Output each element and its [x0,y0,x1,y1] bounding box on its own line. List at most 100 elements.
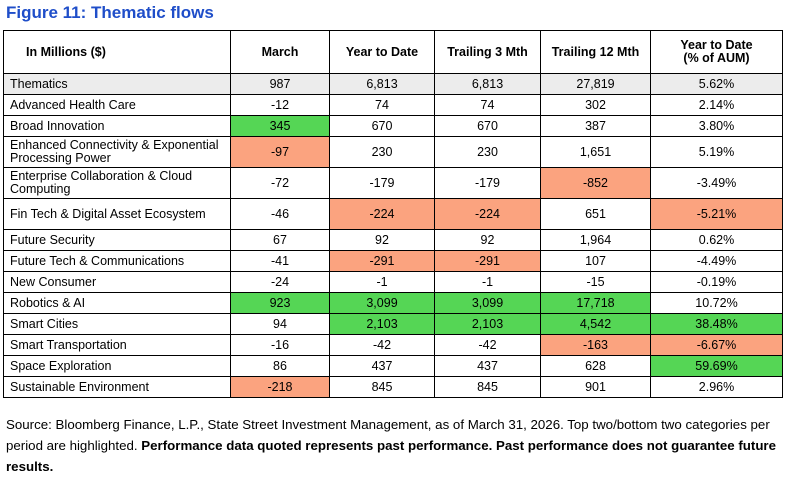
table-cell: 92 [434,229,541,251]
flows-table: In Millions ($) March Year to Date Trail… [3,30,783,398]
table-cell: 17,718 [540,292,651,314]
table-cell: 2,103 [434,313,541,335]
table-row: New Consumer -24 -1 -1 -15 -0.19% [3,271,783,293]
table-cell: 437 [434,355,541,377]
table-cell: 0.62% [650,229,783,251]
table-row: Enterprise Collaboration & Cloud Computi… [3,167,783,199]
table-cell: 987 [230,73,330,95]
table-row: Broad Innovation 345 670 670 387 3.80% [3,115,783,137]
table-cell: -852 [540,167,651,199]
row-label: Space Exploration [3,355,231,377]
row-label: Thematics [3,73,231,95]
table-cell: -12 [230,94,330,116]
table-cell: 74 [434,94,541,116]
row-label: Robotics & AI [3,292,231,314]
table-row: Robotics & AI 923 3,099 3,099 17,718 10.72% [3,292,783,314]
table-cell: 670 [329,115,435,137]
table-cell: -179 [434,167,541,199]
table-cell: -1 [329,271,435,293]
table-cell: -16 [230,334,330,356]
table-cell: -5.21% [650,198,783,230]
row-label: Smart Cities [3,313,231,335]
column-header-ytd-pct-aum: Year to Date (% of AUM) [650,30,783,74]
table-cell: -1 [434,271,541,293]
table-cell: -42 [434,334,541,356]
column-header-trailing-3m: Trailing 3 Mth [434,30,541,74]
table-cell: -224 [434,198,541,230]
table-cell: -15 [540,271,651,293]
table-row: Enhanced Connectivity & Exponential Proc… [3,136,783,168]
table-row: Fin Tech & Digital Asset Ecosystem -46 -22… [3,198,783,230]
table-cell: 5.62% [650,73,783,95]
table-cell: 94 [230,313,330,335]
table-cell: 302 [540,94,651,116]
header-label: In Millions ($) [3,30,231,74]
table-cell: -72 [230,167,330,199]
table-cell: 345 [230,115,330,137]
table-cell: -6.67% [650,334,783,356]
row-label: Sustainable Environment [3,376,231,398]
figure-title: Figure 11: Thematic flows [6,3,214,22]
table-cell: -42 [329,334,435,356]
row-label: Future Tech & Communications [3,250,231,272]
table-cell: -24 [230,271,330,293]
column-header-trailing-12m: Trailing 12 Mth [540,30,651,74]
table-cell: 3,099 [434,292,541,314]
table-row: Future Tech & Communications -41 -291 -291 1… [3,250,783,272]
table-cell: 651 [540,198,651,230]
table-cell: -291 [329,250,435,272]
row-label: Enterprise Collaboration & Cloud Computi… [3,167,231,199]
row-label: New Consumer [3,271,231,293]
table-cell: -97 [230,136,330,168]
table-cell: 86 [230,355,330,377]
row-label: Enhanced Connectivity & Exponential Proc… [3,136,231,168]
row-label: Future Security [3,229,231,251]
table-cell: 59.69% [650,355,783,377]
table-cell: 5.19% [650,136,783,168]
table-cell: -46 [230,198,330,230]
source-text: Source: Bloomberg Finance, L.P., State S… [6,417,770,453]
table-cell: 901 [540,376,651,398]
table-cell: 107 [540,250,651,272]
table-header-row: In Millions ($) March Year to Date Trail… [3,30,783,74]
row-label: Broad Innovation [3,115,231,137]
table-row: Smart Transportation -16 -42 -42 -163 -6.67% [3,334,783,356]
table-cell: 2,103 [329,313,435,335]
table-cell: 670 [434,115,541,137]
table-cell: 74 [329,94,435,116]
disclaimer-text: Performance data quoted represents past … [6,438,777,474]
table-cell: 27,819 [540,73,651,95]
table-cell: 230 [434,136,541,168]
table-row: Space Exploration 86 437 437 628 59.69% [3,355,783,377]
table-cell: 10.72% [650,292,783,314]
row-label: Advanced Health Care [3,94,231,116]
table-row: Smart Cities 94 2,103 2,103 4,542 38.48% [3,313,783,335]
row-label: Smart Transportation [3,334,231,356]
table-cell: 845 [329,376,435,398]
table-cell: 2.14% [650,94,783,116]
table-cell: 923 [230,292,330,314]
table-cell: -41 [230,250,330,272]
table-cell: -291 [434,250,541,272]
table-body: Thematics 987 6,813 6,813 27,819 5.62% Advance… [3,73,783,398]
table-row: Sustainable Environment -218 845 845 901 2.96… [3,376,783,398]
table-cell: 628 [540,355,651,377]
table-row: Advanced Health Care -12 74 74 302 2.14% [3,94,783,116]
table-cell: 1,651 [540,136,651,168]
table-cell: 230 [329,136,435,168]
table-cell: 437 [329,355,435,377]
row-label: Fin Tech & Digital Asset Ecosystem [3,198,231,230]
table-cell: -3.49% [650,167,783,199]
table-cell: 845 [434,376,541,398]
table-cell: -179 [329,167,435,199]
table-cell: 1,964 [540,229,651,251]
table-cell: 92 [329,229,435,251]
column-header-ytd: Year to Date [329,30,435,74]
table-cell: 3.80% [650,115,783,137]
table-cell: 6,813 [434,73,541,95]
table-cell: -0.19% [650,271,783,293]
table-cell: -163 [540,334,651,356]
table-row: Future Security 67 92 92 1,964 0.62% [3,229,783,251]
table-cell: 3,099 [329,292,435,314]
table-cell: 4,542 [540,313,651,335]
